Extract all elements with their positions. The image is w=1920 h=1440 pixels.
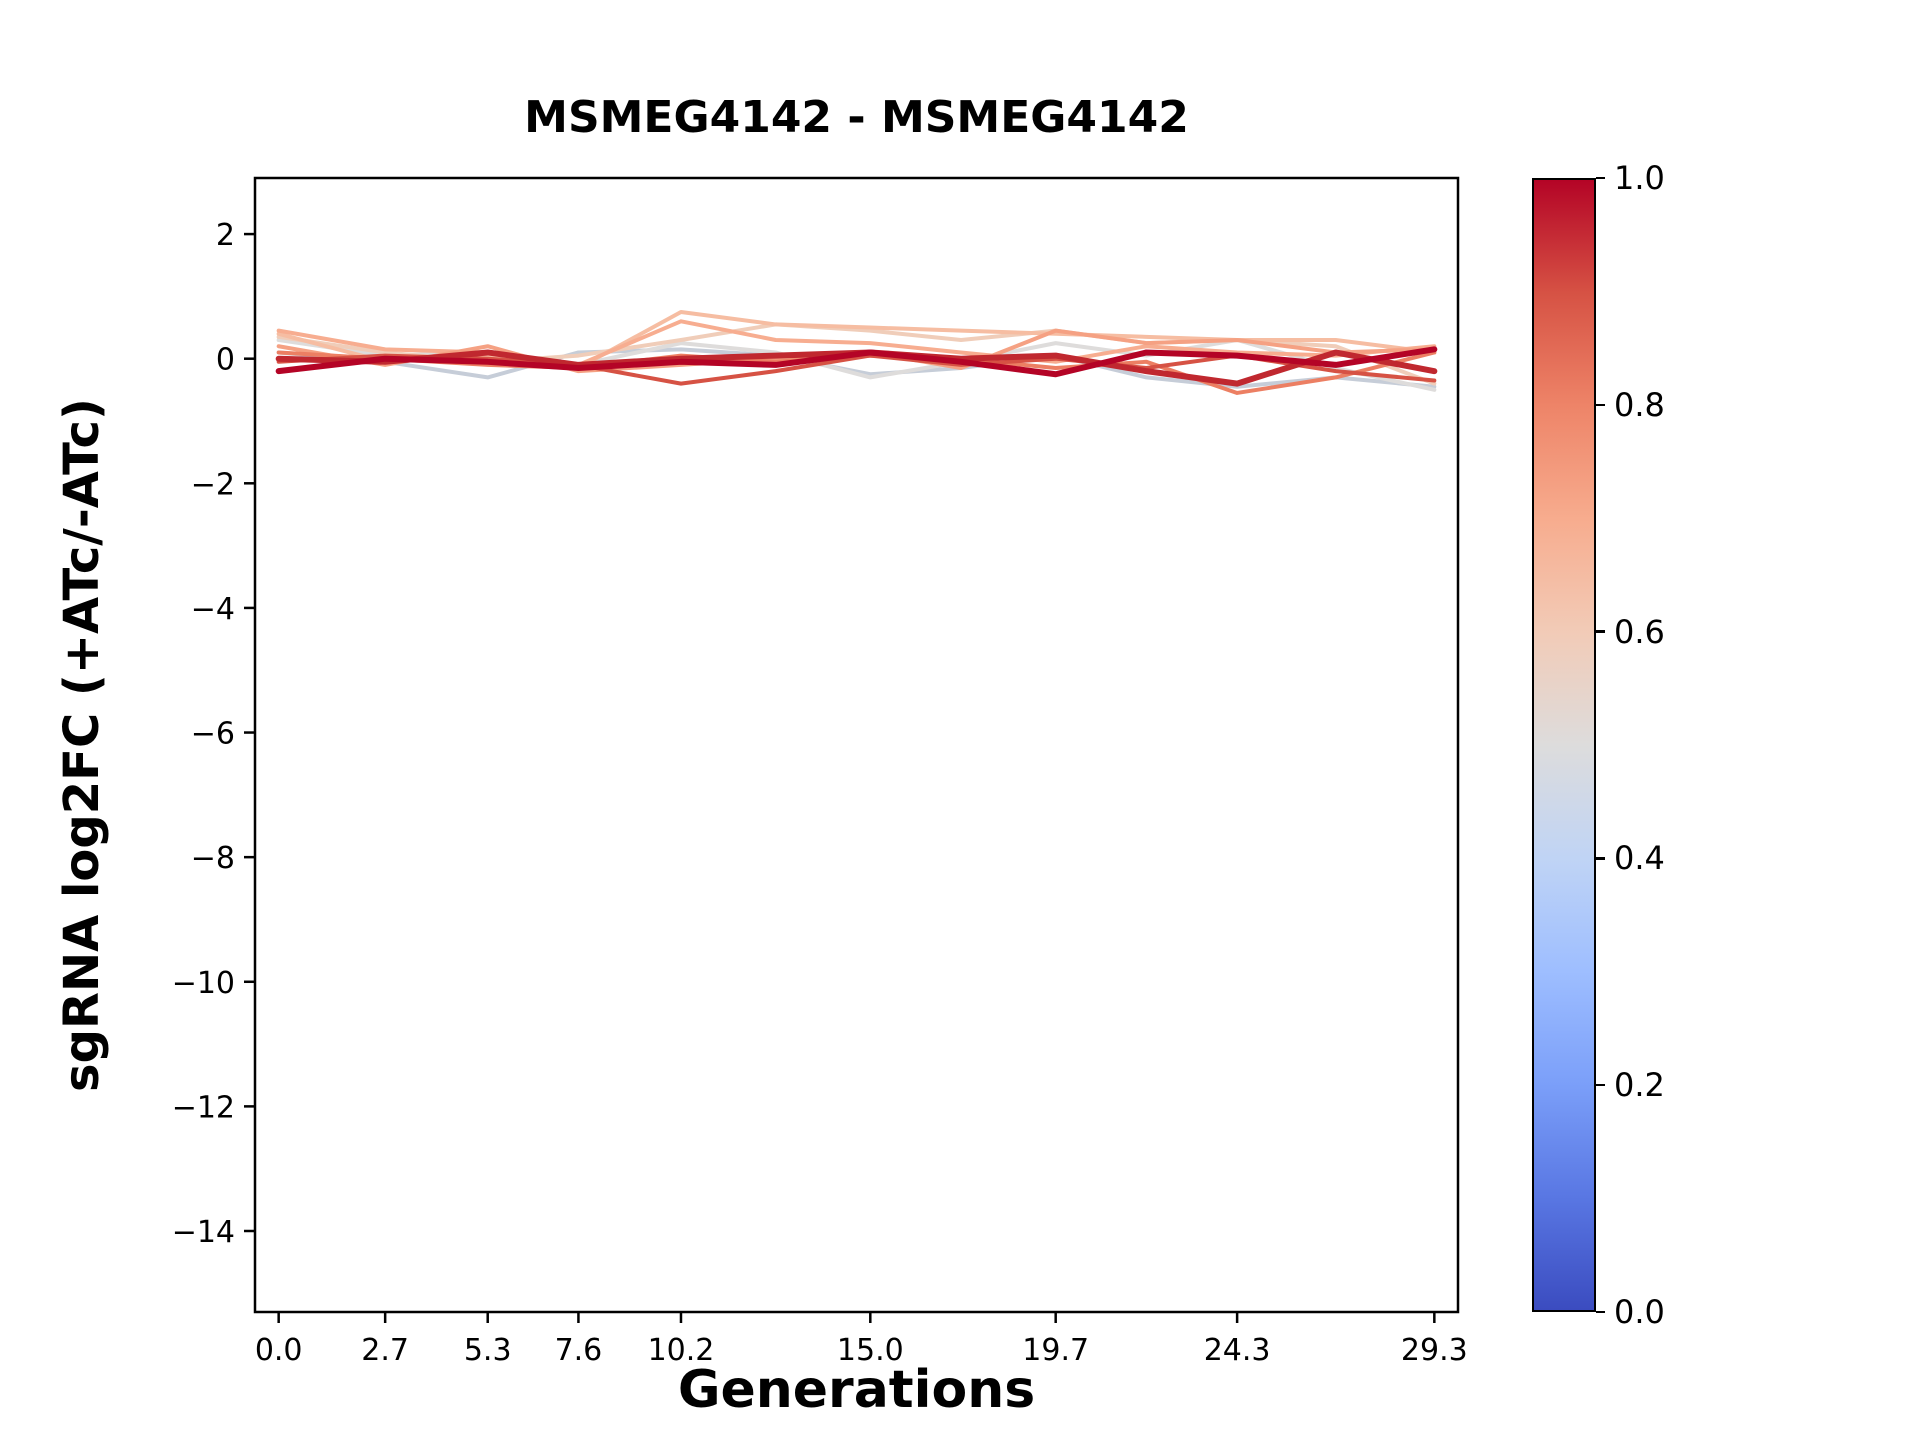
colorbar-tick-mark — [1596, 1310, 1605, 1314]
x-tick-label: 7.6 — [555, 1333, 603, 1368]
colorbar-tick-label: 0.8 — [1614, 385, 1665, 424]
y-tick-label: −12 — [172, 1090, 235, 1125]
y-axis-label: sgRNA log2FC (+ATc/-ATc) — [54, 398, 110, 1092]
y-tick-label: −2 — [191, 467, 235, 502]
x-tick-label: 24.3 — [1204, 1333, 1271, 1368]
colorbar-tick-label: 0.6 — [1614, 612, 1665, 651]
colorbar-tick-label: 0.2 — [1614, 1066, 1665, 1105]
y-tick-label: 2 — [216, 218, 235, 253]
axes-border — [253, 176, 1460, 1314]
colorbar-tick-mark — [1596, 857, 1605, 860]
x-tick-label: 10.2 — [648, 1333, 715, 1368]
y-tick-label: −4 — [191, 592, 235, 627]
colorbar-tick-label: 0.0 — [1614, 1293, 1665, 1331]
x-tick-label: 15.0 — [837, 1333, 904, 1368]
series-line — [276, 347, 1437, 389]
series-line — [276, 338, 1437, 392]
x-tick-label: 29.3 — [1401, 1333, 1468, 1368]
colorbar-tick-mark — [1596, 1083, 1605, 1087]
x-tick-label: 2.7 — [361, 1333, 409, 1368]
x-axis-label: Generations — [677, 1360, 1036, 1420]
y-tick-label: 0 — [216, 343, 235, 378]
x-tick-label: 5.3 — [464, 1333, 512, 1368]
colorbar-tick-mark — [1596, 630, 1605, 633]
y-tick-label: −6 — [191, 717, 235, 752]
colorbar-tick-label: 0.4 — [1614, 839, 1665, 878]
y-tick-label: −14 — [172, 1215, 235, 1250]
chart-title: MSMEG4142 - MSMEG4142 — [524, 92, 1189, 143]
colorbar-tick-mark — [1596, 176, 1605, 180]
x-tick-label: 19.7 — [1022, 1333, 1089, 1368]
colorbar-tick-label: 1.0 — [1614, 159, 1665, 197]
colorbar-tick-mark — [1596, 403, 1605, 407]
series-line — [275, 346, 1438, 378]
plot-area: 0.0 2.7 5.3 7.6 10.2 15.0 19.7 24.3 29.3 2 0 −2 −4 −6… — [172, 176, 1468, 1368]
x-tick-label: 0.0 — [255, 1333, 303, 1368]
colorbar — [1532, 178, 1596, 1312]
y-tick-label: −8 — [191, 841, 235, 876]
y-tick-label: −10 — [172, 966, 235, 1001]
